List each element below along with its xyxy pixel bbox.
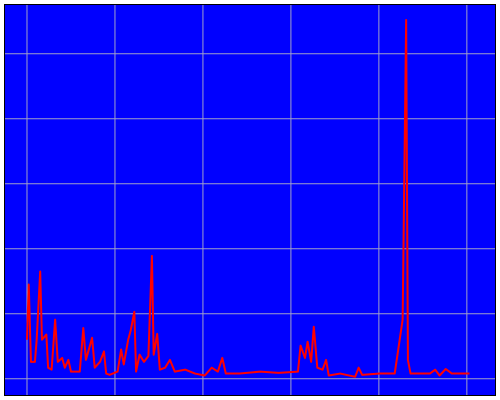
plot-border	[4, 4, 496, 396]
data-line	[25, 18, 470, 378]
plot-background	[5, 5, 495, 395]
